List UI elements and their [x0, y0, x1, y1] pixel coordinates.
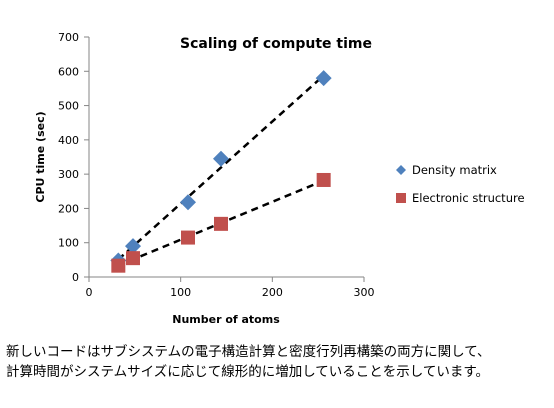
legend-marker: [396, 193, 406, 203]
data-point: [315, 70, 332, 87]
y-tick-label: 600: [58, 65, 79, 78]
data-point: [316, 172, 331, 187]
chart-title: Scaling of compute time: [180, 36, 372, 52]
x-tick-label: 300: [354, 286, 375, 299]
caption-line-1: 新しいコードはサブシステムの電子構造計算と密度行列再構築の両方に関して、: [6, 344, 491, 360]
legend: Density matrix Electronic structure: [396, 163, 525, 205]
data-point: [126, 251, 140, 266]
data-point: [213, 150, 229, 167]
caption: 新しいコードはサブシステムの電子構造計算と密度行列再構築の両方に関して、 計算時…: [6, 342, 552, 382]
y-tick-label: 700: [58, 31, 79, 44]
data-point: [180, 194, 196, 211]
y-tick-label: 400: [58, 134, 79, 147]
data-markers: [110, 70, 332, 273]
y-axis-label: CPU time (sec): [34, 111, 47, 202]
y-tick-label: 500: [58, 100, 79, 113]
plot-area: 0 100 200 300 400 500 600 700 0 100 200 300: [58, 31, 375, 299]
data-point: [125, 238, 141, 255]
x-tick-label: 200: [262, 286, 283, 299]
y-tick-label: 100: [58, 237, 79, 250]
y-axis-ticks: 0 100 200 300 400 500 600 700: [58, 31, 89, 284]
scatter-chart: Scaling of compute time 0 100 200 300 400 500…: [34, 31, 525, 326]
caption-line-2: 計算時間がシステムサイズに応じて線形的に増加していることを示しています。: [6, 364, 490, 380]
trendline: [117, 74, 325, 261]
legend-marker: [396, 165, 406, 175]
x-tick-label: 100: [170, 286, 191, 299]
legend-item: Electronic structure: [396, 191, 525, 205]
x-axis-ticks: 0 100 200 300: [86, 277, 375, 299]
y-tick-label: 200: [58, 202, 79, 215]
trendlines: [117, 74, 325, 267]
legend-label: Electronic structure: [412, 191, 525, 205]
y-tick-label: 300: [58, 168, 79, 181]
data-point: [111, 258, 126, 273]
x-tick-label: 0: [86, 286, 93, 299]
data-point: [181, 230, 195, 245]
legend-item: Density matrix: [396, 163, 497, 177]
legend-label: Density matrix: [412, 163, 497, 177]
data-point: [214, 216, 228, 231]
x-axis-label: Number of atoms: [172, 313, 280, 326]
y-tick-label: 0: [72, 271, 79, 284]
